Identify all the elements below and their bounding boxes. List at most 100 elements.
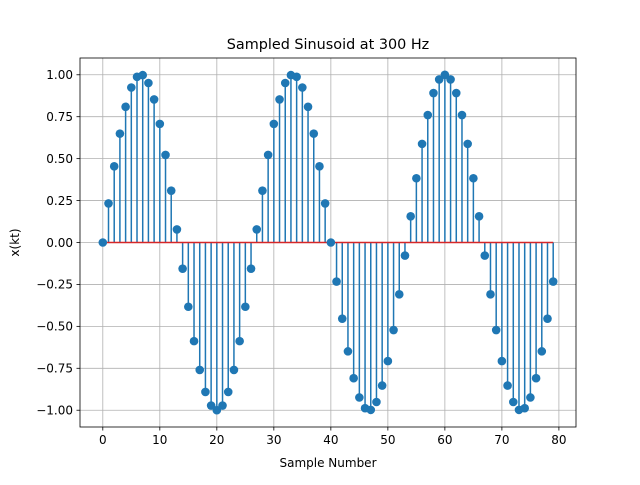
- stem-marker: [355, 393, 364, 402]
- stem-marker: [235, 336, 244, 346]
- stem-marker: [463, 139, 472, 149]
- stem-marker: [412, 173, 421, 183]
- stem-marker: [138, 70, 148, 80]
- x-axis-label: Sample Number: [279, 456, 376, 470]
- x-tick-label: 80: [551, 433, 566, 447]
- stem-marker: [372, 397, 381, 407]
- stem-marker: [434, 75, 444, 84]
- stem-marker: [457, 110, 467, 120]
- stem-marker: [121, 102, 130, 112]
- stem-marker: [320, 199, 330, 208]
- stem-marker: [258, 186, 267, 195]
- stem-marker: [394, 290, 404, 299]
- y-tick-label: 0.75: [46, 110, 73, 124]
- stem-marker: [526, 393, 535, 402]
- stem-marker: [315, 162, 324, 171]
- chart-title: Sampled Sinusoid at 300 Hz: [227, 37, 430, 53]
- x-tick-label: 70: [494, 433, 509, 447]
- stem-marker: [548, 277, 558, 286]
- stem-marker: [144, 78, 153, 88]
- stem-marker: [366, 405, 376, 415]
- stem-marker: [292, 72, 301, 82]
- stem-marker: [309, 129, 319, 138]
- stem-marker: [98, 238, 108, 247]
- stem-marker: [343, 347, 353, 356]
- stem-marker: [263, 150, 273, 160]
- stem-marker: [161, 150, 170, 160]
- stem-marker: [252, 225, 262, 234]
- y-tick-label: −0.75: [36, 362, 73, 376]
- stem-marker: [166, 186, 176, 195]
- stem-marker: [195, 365, 205, 375]
- y-tick-label: −0.25: [36, 278, 73, 292]
- y-tick-label: 1.00: [46, 68, 73, 82]
- stem-marker: [280, 78, 290, 88]
- stem-marker: [377, 381, 387, 390]
- stem-marker: [149, 95, 159, 104]
- x-tick-label: 40: [323, 433, 338, 447]
- stem-marker: [298, 83, 307, 92]
- marker-layer: [98, 70, 558, 415]
- stem-marker: [451, 88, 461, 98]
- stem-marker: [543, 314, 552, 323]
- x-tick-label: 50: [380, 433, 395, 447]
- stem-marker: [127, 83, 136, 92]
- y-axis-label: x(kt): [8, 228, 22, 256]
- stem-marker: [491, 325, 501, 335]
- stem-marker: [155, 119, 165, 129]
- stem-marker: [189, 336, 199, 346]
- stem-marker: [417, 139, 427, 149]
- stem-marker: [337, 314, 347, 323]
- stem-marker: [184, 302, 193, 312]
- stem-marker: [400, 251, 410, 260]
- stem-marker: [406, 212, 415, 221]
- stem-marker: [497, 356, 507, 366]
- stem-marker: [531, 373, 541, 383]
- x-tick-label: 20: [209, 433, 224, 447]
- y-tick-label: −0.50: [36, 320, 73, 334]
- stem-marker: [303, 102, 313, 112]
- x-tick-label: 0: [99, 433, 107, 447]
- stem-marker: [423, 110, 433, 120]
- stem-marker: [178, 264, 187, 273]
- stem-marker: [326, 238, 336, 247]
- stem-marker: [109, 162, 119, 171]
- y-tick-label: 0.25: [46, 194, 73, 208]
- stem-marker: [332, 277, 341, 286]
- stem-marker: [275, 95, 284, 104]
- stem-marker: [389, 325, 398, 335]
- stem-marker: [229, 365, 239, 375]
- stem-marker: [201, 387, 210, 397]
- stem-marker: [480, 251, 490, 260]
- y-tick-label: 0.00: [46, 236, 73, 250]
- stem-marker: [172, 225, 182, 234]
- stem-marker: [269, 119, 279, 129]
- stem-marker: [474, 212, 484, 221]
- stem-marker: [537, 347, 547, 356]
- stem-marker: [206, 401, 216, 410]
- stem-marker: [520, 403, 529, 413]
- stem-marker: [503, 381, 512, 390]
- stem-marker: [241, 302, 250, 312]
- stem-marker: [223, 387, 233, 397]
- stem-marker: [212, 405, 222, 415]
- stem-marker: [349, 373, 358, 383]
- stem-marker: [383, 356, 393, 366]
- stem-marker: [115, 129, 125, 138]
- stem-layer: [107, 74, 554, 411]
- stem-marker: [508, 397, 518, 407]
- x-tick-label: 60: [437, 433, 452, 447]
- stem-marker: [440, 70, 450, 80]
- y-tick-label: 0.50: [46, 152, 73, 166]
- tick-layer: 0 10 20 30 40 50 60 70 80 −1.00 −0.75 −0.50 −0.25 0.0…: [36, 68, 566, 447]
- stem-marker: [218, 401, 227, 410]
- x-tick-label: 10: [152, 433, 167, 447]
- stem-marker: [486, 290, 495, 299]
- stem-marker: [469, 173, 478, 183]
- stem-marker: [446, 75, 455, 84]
- y-tick-label: −1.00: [36, 404, 73, 418]
- x-tick-label: 30: [266, 433, 281, 447]
- stem-marker: [246, 264, 256, 273]
- stem-marker: [429, 88, 438, 98]
